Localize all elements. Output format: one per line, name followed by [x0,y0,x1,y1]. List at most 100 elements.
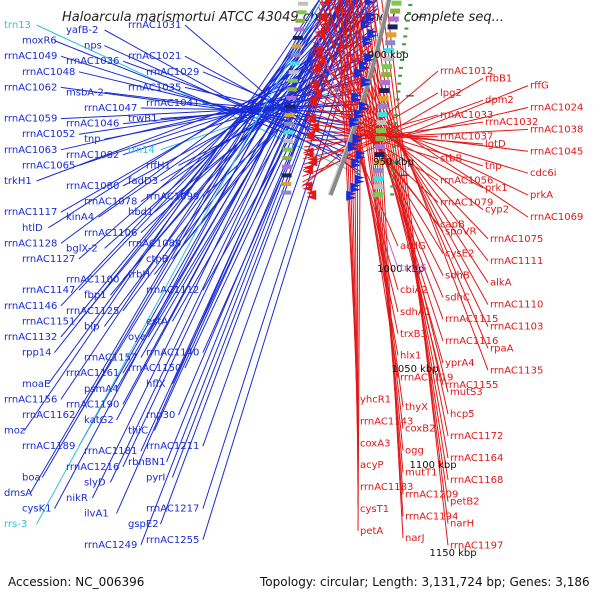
leader-line [116,0,343,390]
reverse-gene-arrow [305,113,316,120]
feature-box [298,1,309,6]
feature-mark [402,43,407,46]
leader-line [348,0,359,466]
forward-gene-arrow [352,133,363,140]
forward-gene-arrow [362,40,373,47]
reverse-gene-arrow [311,92,322,99]
feature-box [377,112,388,118]
gene-label: rrnAC1132 [4,332,57,343]
gene-label: rrnAC1062 [4,82,57,93]
forward-gene-arrow [351,96,362,103]
gene-label: rrnAC1065 [22,160,75,171]
gene-label: rrnAC1183 [360,482,413,493]
scale-label: 900 kbp [368,50,409,61]
gene-label: moz [4,426,25,437]
feature-box [281,190,292,195]
gene-label: rrnAC1036 [66,56,119,67]
leader-line [166,0,355,462]
feature-box [373,184,384,190]
leader-line [160,0,357,525]
reverse-gene-arrow [320,0,331,6]
gene-label: gspE2 [128,519,159,530]
feature-box [390,8,401,14]
reverse-gene-arrow [310,62,321,69]
leader-line [356,0,359,510]
feature-mark [403,35,408,38]
feature-mark [390,177,395,180]
reverse-gene-arrow [312,45,323,52]
gene-label: rrnAC1059 [4,114,57,125]
feature-mark [390,169,395,172]
gene-label: trn13 [4,20,31,31]
feature-box [383,56,394,62]
gene-label: rrnAC1140 [146,348,199,359]
gene-label: trkH1 [4,176,32,187]
feature-mark [397,82,402,85]
scale-label: 1050 kbp [392,364,439,375]
gene-label: trwB1 [128,114,157,125]
feature-mark [408,4,413,7]
feature-mark [399,58,404,61]
reverse-gene-arrow [309,122,320,129]
forward-gene-arrow [364,56,375,63]
reverse-gene-arrow [305,117,316,124]
gene-label: rrnAC1035 [128,82,181,93]
feature-box [374,144,385,150]
forward-gene-arrow [366,11,377,18]
gene-label: rrnAC1046 [66,119,119,130]
gene-label: rrnAC1255 [146,535,199,546]
feature-mark [406,11,411,14]
forward-gene-arrow [359,60,370,67]
gene-label: petB2 [450,497,480,508]
gene-label: rrnAC1116 [445,336,498,347]
reverse-gene-arrow [315,58,326,65]
gene-label: slyD [84,477,106,488]
gene-label: psmA4 [84,384,119,395]
reverse-gene-arrow [306,194,317,201]
gene-label: rrnAC1249 [84,540,137,551]
leader-line [305,123,529,152]
leader-line [78,0,334,416]
feature-box [378,96,389,102]
reverse-gene-arrow [315,54,326,61]
gene-label: rrs-3 [4,519,27,530]
gene-label: lgtD [485,139,506,150]
feature-mark [392,130,397,133]
gene-label: ogg [405,446,424,457]
gene-label: fbp1 [84,290,107,301]
scale-label: 1150 kbp [430,548,477,559]
forward-gene-arrow [354,174,365,181]
forward-gene-arrow [367,28,378,35]
gene-label: rrnAC1172 [450,431,503,442]
scale-ticks: 900 kbp 950 kbp 1000 kbp 1050 kbp 1100 kbp 11… [368,16,477,559]
reverse-gene-arrow [307,160,318,167]
gene-label: prkA [530,190,553,201]
gene-label: acdG [400,241,426,252]
feature-mark [390,193,395,196]
leader-line [347,0,489,371]
feature-box [377,104,388,110]
gene-label: cbiA2 [400,285,428,296]
reverse-gene-arrow [314,29,325,36]
forward-gene-arrow [346,194,357,201]
leader-line [140,0,348,452]
forward-gene-arrow [360,19,371,26]
feature-mark [393,122,398,125]
forward-gene-arrow [349,117,360,124]
gene-label: rrnAC1117 [4,207,57,218]
leader-line [60,0,331,400]
gene-label: rrnAC1089 [128,238,181,249]
gene-label: yprA4 [445,358,475,369]
leader-line [153,0,351,431]
forward-gene-arrow [347,141,358,148]
forward-gene-arrow [366,15,377,22]
reverse-gene-arrow [320,25,331,32]
gene-label: rrnAC1112 [146,285,199,296]
leader-line [360,0,449,437]
gene-label: kinA4 [66,212,94,223]
leader-line [171,0,355,385]
gene-label: tnp [84,134,101,145]
leader-line [91,0,337,499]
feature-mark [398,74,403,77]
